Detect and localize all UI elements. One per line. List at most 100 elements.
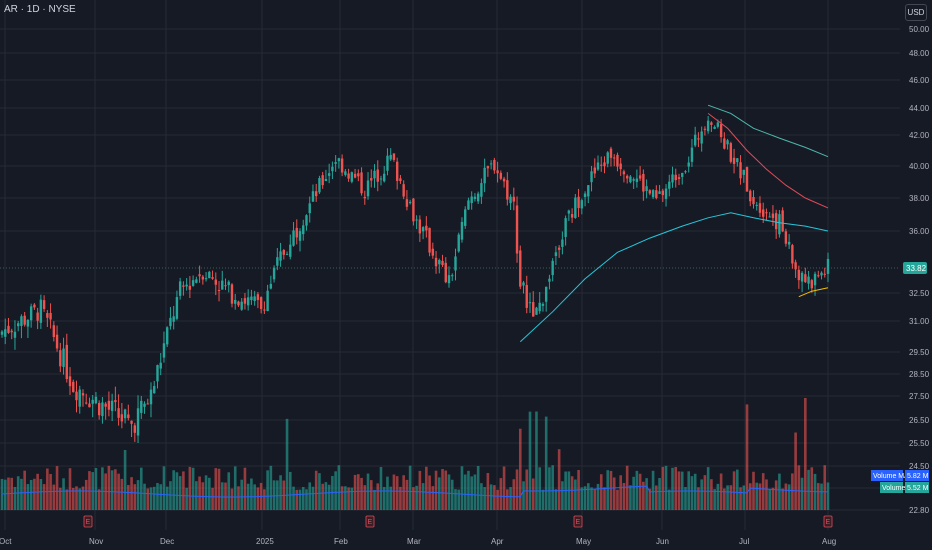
volume-bar <box>538 467 542 510</box>
candle-body <box>224 285 227 287</box>
candle-body <box>221 280 224 290</box>
volume-bar <box>784 483 788 510</box>
volume-bar <box>305 489 308 510</box>
volume-bar <box>820 483 823 510</box>
candle-body <box>110 400 114 411</box>
volume-bar <box>120 478 124 510</box>
volume-bar <box>46 468 49 510</box>
volume-bar <box>363 485 367 510</box>
volume-bar <box>525 469 529 510</box>
volume-bar <box>59 487 62 510</box>
earnings-icon-shape <box>573 515 583 528</box>
volume-bar <box>162 466 166 510</box>
candle-body <box>324 179 328 182</box>
candle-body <box>476 193 480 202</box>
volume-bar <box>10 477 14 510</box>
candle-body <box>622 171 626 175</box>
candle-body <box>768 216 771 218</box>
price-axis[interactable]: 50.00 48.00 46.00 44.00 42.00 40.00 38.00 36.00… <box>903 25 930 515</box>
candle-body <box>246 297 250 306</box>
volume-bar <box>412 487 415 510</box>
volume-ma-label-box <box>871 470 903 481</box>
candle-body <box>732 157 736 164</box>
candle-body <box>791 245 794 264</box>
candle-body <box>810 280 814 289</box>
candle-body <box>269 283 273 289</box>
volume-bar <box>29 479 33 510</box>
candle-body <box>800 272 804 282</box>
volume-bar <box>360 477 363 510</box>
volume-bar <box>629 485 632 510</box>
candle-body <box>548 278 551 282</box>
volume-bar <box>729 485 733 510</box>
volume-bar <box>473 474 477 510</box>
volume-bar <box>428 475 431 510</box>
candle-body <box>489 163 493 165</box>
volume-bar <box>761 473 765 510</box>
volume-bar <box>39 479 43 510</box>
candle-body <box>36 312 39 321</box>
volume-bar <box>101 467 104 510</box>
candle-body <box>467 200 470 210</box>
volume-ma-line-path <box>1 485 829 498</box>
volume-bar <box>590 487 593 510</box>
candle-body <box>7 325 10 333</box>
time-axis[interactable]: Oct Nov Dec 2025 Feb Mar Apr May Jun Jul Aug <box>0 537 836 546</box>
candle-body <box>114 400 117 403</box>
candle-body <box>697 138 700 140</box>
volume-bar <box>612 477 616 510</box>
volume-bar <box>467 470 470 510</box>
candle-body <box>263 309 266 311</box>
candle-body <box>483 167 486 184</box>
volume-bar <box>382 487 386 510</box>
volume-bar <box>169 481 172 510</box>
volume-bar <box>285 418 289 510</box>
volume-bar <box>68 468 72 510</box>
candle-body <box>282 250 286 255</box>
volume-bar <box>791 473 794 510</box>
volume-bar <box>240 479 244 510</box>
candle-body <box>370 178 373 181</box>
candle-body <box>305 215 308 226</box>
price-tick-label: 24.50 <box>909 462 930 471</box>
volume-bar <box>823 465 827 510</box>
candle-body <box>72 381 75 393</box>
candle-body <box>638 175 642 179</box>
volume-bar <box>810 467 814 510</box>
candle-body <box>415 219 418 221</box>
currency-button[interactable]: USD <box>905 4 927 21</box>
candle-body <box>327 173 331 176</box>
candle-body <box>567 210 571 214</box>
candle-body <box>774 213 778 230</box>
volume-bar <box>781 488 784 510</box>
candle-body <box>629 176 632 183</box>
candle-body <box>127 414 130 419</box>
candle-body <box>752 197 755 205</box>
volume-bar <box>421 483 425 510</box>
ma-short-line <box>798 287 829 298</box>
candle-body <box>237 301 240 306</box>
volume-bar <box>622 483 626 510</box>
volume-bar <box>415 485 418 510</box>
candle-body <box>651 190 655 198</box>
volume-bar <box>739 487 742 510</box>
volume-bar <box>172 470 175 510</box>
candle-body <box>587 185 590 197</box>
volume-bar <box>337 465 341 510</box>
volume-bar <box>515 469 519 510</box>
candle-body <box>153 386 156 394</box>
volume-bar <box>425 466 428 510</box>
candle-body <box>10 330 13 333</box>
candle-body <box>486 166 490 169</box>
price-tick-label: 28.50 <box>909 370 930 379</box>
volume-bar <box>667 489 671 510</box>
volume-label: Volume <box>882 485 905 492</box>
volume-bar <box>807 469 810 510</box>
candle-body <box>431 248 435 256</box>
volume-bar <box>156 483 159 510</box>
volume-ma-label: Volume MA <box>873 473 909 480</box>
candle-body <box>668 181 671 189</box>
volume-bar <box>88 471 91 510</box>
volume-bar <box>340 486 344 510</box>
